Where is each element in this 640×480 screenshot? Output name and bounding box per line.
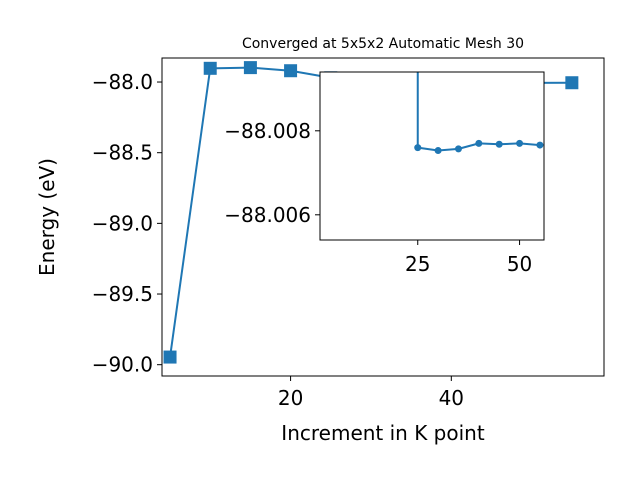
y-tick-label: −90.0 — [92, 353, 153, 377]
x-tick-label: 25 — [405, 252, 430, 276]
main-x-ticks: 20 40 — [278, 376, 464, 410]
data-point — [414, 27, 421, 34]
x-tick-label: 50 — [507, 252, 532, 276]
data-point — [516, 139, 524, 147]
data-point — [163, 350, 177, 364]
data-point — [203, 61, 217, 75]
y-tick-label: −89.5 — [92, 282, 153, 306]
data-point — [284, 64, 298, 78]
main-plot-frame — [161, 57, 605, 377]
data-point — [475, 139, 483, 147]
inset-background — [320, 72, 544, 240]
data-point — [536, 141, 544, 149]
x-axis-label: Increment in K point — [281, 421, 485, 445]
x-tick-label: 20 — [278, 386, 303, 410]
inset-plot-frame — [319, 71, 545, 241]
y-tick-label: −89.0 — [92, 211, 153, 235]
inset-series — [414, 27, 544, 155]
data-point — [243, 61, 257, 75]
data-point — [434, 147, 442, 155]
data-point — [414, 144, 422, 152]
data-point — [565, 76, 579, 90]
y-tick-label: −88.0 — [92, 70, 153, 94]
data-point — [454, 145, 462, 153]
y-tick-label: −88.006 — [224, 203, 311, 227]
y-axis-label: Energy (eV) — [35, 158, 59, 276]
inset-plot: 25 50 −88.008 −88.006 — [224, 27, 545, 276]
x-tick-label: 40 — [439, 386, 464, 410]
data-point — [495, 140, 503, 148]
main-y-ticks: −90.0 −89.5 −89.0 −88.5 −88.0 — [92, 70, 162, 377]
inset-x-ticks: 25 50 — [405, 240, 532, 276]
y-tick-label: −88.008 — [224, 119, 311, 143]
y-tick-label: −88.5 — [92, 141, 153, 165]
inset-y-ticks: −88.008 −88.006 — [224, 119, 320, 227]
chart-title: Converged at 5x5x2 Automatic Mesh 30 — [242, 36, 524, 52]
